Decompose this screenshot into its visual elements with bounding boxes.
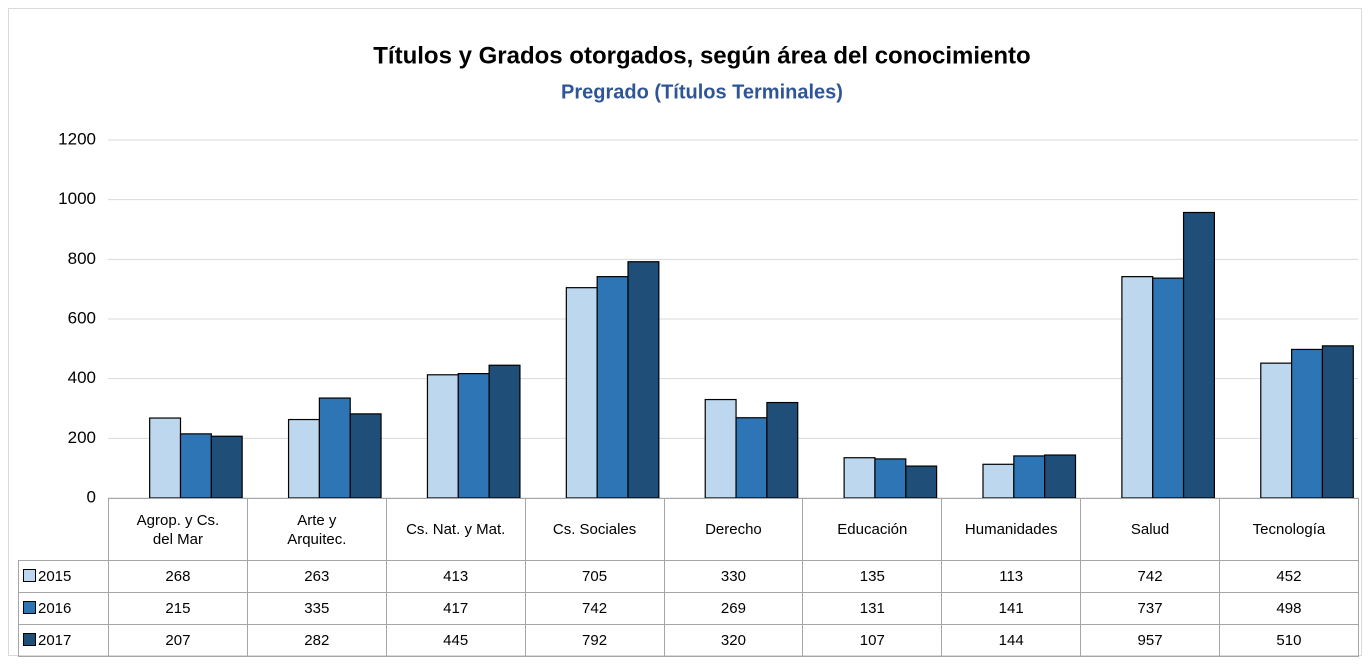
- y-tick-label: 400: [68, 368, 96, 387]
- y-tick-label: 1200: [58, 129, 96, 148]
- legend-label: 2017: [38, 632, 72, 649]
- legend-cell: 2015: [18, 560, 109, 593]
- value-label: 282: [246, 624, 387, 657]
- value-label: 417: [385, 592, 526, 625]
- value-label: 268: [108, 560, 248, 593]
- bar: [843, 457, 876, 499]
- value-label: 135: [802, 560, 943, 593]
- value-label: 705: [524, 560, 665, 593]
- value-label: 269: [663, 592, 804, 625]
- value-label: 445: [385, 624, 526, 657]
- value-label: 141: [941, 592, 1082, 625]
- x-tick-label: Tecnología: [1219, 498, 1359, 561]
- bar: [596, 276, 629, 499]
- bar: [982, 463, 1015, 499]
- value-label: 113: [941, 560, 1082, 593]
- value-label: 144: [941, 624, 1082, 657]
- bar: [874, 458, 907, 499]
- bar: [627, 261, 660, 499]
- bar: [1182, 211, 1215, 499]
- series-row: 2015 268 263 413 705 330 135 113 742 452: [18, 560, 1359, 593]
- chart-subtitle: Pregrado (Títulos Terminales): [561, 81, 843, 103]
- value-label: 131: [802, 592, 943, 625]
- y-tick-label: 0: [87, 487, 96, 506]
- value-label: 320: [663, 624, 804, 657]
- legend-cell: 2017: [18, 624, 109, 657]
- value-label: 335: [246, 592, 387, 625]
- x-tick-label: Agrop. y Cs. del Mar: [108, 498, 248, 561]
- bar: [349, 413, 382, 499]
- bar: [1260, 362, 1293, 499]
- bar: [1152, 277, 1185, 499]
- legend-cell: 2016: [18, 592, 109, 625]
- value-label: 263: [246, 560, 387, 593]
- value-label: 742: [524, 592, 665, 625]
- bar: [735, 417, 768, 499]
- chart-title: Títulos y Grados otorgados, según área d…: [373, 42, 1030, 69]
- bar: [1044, 454, 1077, 499]
- header-row: Agrop. y Cs. del Mar Arte y Arquitec. Cs. …: [18, 498, 1359, 561]
- x-tick-label: Cs. Nat. y Mat.: [385, 498, 526, 561]
- x-tick-label: Humanidades: [941, 498, 1082, 561]
- legend-swatch: [23, 569, 36, 582]
- value-label: 413: [385, 560, 526, 593]
- x-tick-label: Salud: [1080, 498, 1220, 561]
- series-row: 2017 207 282 445 792 320 107 144 957 510: [18, 624, 1359, 657]
- bar: [426, 374, 459, 499]
- bar: [1121, 276, 1154, 499]
- legend-swatch: [23, 633, 36, 646]
- bar: [318, 397, 351, 499]
- bar: [287, 418, 320, 499]
- bar: [1321, 345, 1354, 499]
- blank-cell: [18, 498, 109, 561]
- value-label: 742: [1080, 560, 1220, 593]
- bar: [210, 435, 243, 499]
- y-tick-label: 600: [68, 308, 96, 327]
- x-tick-label: Cs. Sociales: [524, 498, 665, 561]
- data-table: Agrop. y Cs. del Mar Arte y Arquitec. Cs. …: [18, 498, 1359, 657]
- value-label: 498: [1219, 592, 1359, 625]
- bar: [488, 364, 521, 499]
- bar: [766, 401, 799, 499]
- value-label: 452: [1219, 560, 1359, 593]
- bar: [457, 372, 490, 499]
- value-label: 215: [108, 592, 248, 625]
- bar: [704, 398, 737, 499]
- x-tick-label: Derecho: [663, 498, 804, 561]
- bar: [565, 287, 598, 499]
- x-tick-label: Arte y Arquitec.: [246, 498, 387, 561]
- value-label: 792: [524, 624, 665, 657]
- bar: [149, 417, 182, 499]
- value-label: 957: [1080, 624, 1220, 657]
- value-label: 330: [663, 560, 804, 593]
- bar: [1013, 455, 1046, 499]
- value-label: 207: [108, 624, 248, 657]
- legend-label: 2016: [38, 600, 72, 617]
- x-tick-label: Educación: [802, 498, 943, 561]
- y-tick-label: 800: [68, 249, 96, 268]
- legend-swatch: [23, 601, 36, 614]
- value-label: 510: [1219, 624, 1359, 657]
- bar: [179, 433, 212, 499]
- legend-label: 2015: [38, 568, 72, 585]
- bar: [1291, 348, 1324, 499]
- value-label: 107: [802, 624, 943, 657]
- bar: [905, 465, 938, 499]
- value-label: 737: [1080, 592, 1220, 625]
- y-tick-label: 1000: [58, 189, 96, 208]
- y-tick-label: 200: [68, 428, 96, 447]
- series-row: 2016 215 335 417 742 269 131 141 737 498: [18, 592, 1359, 625]
